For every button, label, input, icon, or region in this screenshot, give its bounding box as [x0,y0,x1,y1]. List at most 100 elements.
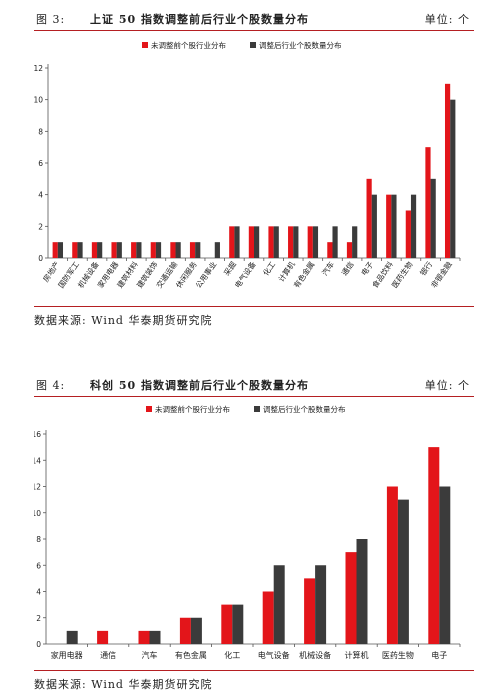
y-tick-label: 12 [34,64,43,73]
legend-label-before: 未调整前个股行业分布 [151,40,226,50]
bar-after [232,604,244,644]
bar-after [234,226,240,258]
y-tick-label: 4 [38,191,43,200]
figure-3-source: 数据来源: Wind 华泰期货研究院 [34,306,474,328]
figure-4-number: 图 4: [36,379,66,392]
bar-after [293,226,299,258]
bar-after [273,565,285,644]
bar-after [312,226,319,258]
y-tick-label: 16 [34,430,41,439]
bar-after [190,617,202,644]
bar-after [332,226,338,258]
bar-before [111,242,117,258]
x-tick-label: 采掘 [221,259,238,277]
figure-4-unit: 单位: 个 [424,379,470,392]
bar-after [391,194,397,258]
x-tick-label: 银行 [417,259,434,277]
bar-after [371,194,377,258]
bar-after [273,226,279,258]
x-tick-label: 化工 [224,650,240,660]
x-tick-label: 通信 [100,650,116,660]
x-tick-label: 化工 [260,259,277,277]
bar-before [91,242,98,258]
x-tick-label: 房地产 [40,259,61,283]
figure-3-number: 图 3: [36,13,66,26]
x-tick-label: 电气设备 [258,650,290,660]
x-tick-label: 计算机 [345,650,369,660]
y-tick-label: 14 [34,456,41,465]
bar-before [52,242,58,258]
bar-before [428,447,440,644]
bar-before [262,591,274,644]
bar-after [356,539,368,644]
bar-after [430,178,436,258]
x-tick-label: 机械设备 [299,650,331,660]
bar-before [229,226,235,258]
x-tick-label: 计算机 [276,259,297,284]
y-tick-label: 0 [38,254,43,263]
bar-before [327,242,333,258]
bar-after [149,630,161,644]
x-tick-label: 医药生物 [389,259,415,290]
figure-3-unit: 单位: 个 [424,13,470,26]
figure-3-title: 上证 50 指数调整前后行业个股数量分布 [90,13,309,26]
bar-before [179,617,191,644]
chart-2-svg: 未调整前个股行业分布 调整后行业个股数量分布 0 2 4 6 8 10 12 14 16 家用电器 通信… [34,404,461,660]
y-tick-label: 12 [34,483,41,492]
bar-before [386,486,398,644]
bar-before [138,630,150,644]
bar-before [221,604,233,644]
legend-label-after: 调整后行业个股数量分布 [259,40,342,50]
x-tick-label: 汽车 [319,259,336,277]
y-tick-label: 4 [36,588,41,597]
legend-label-before: 未调整前个股行业分布 [155,404,230,414]
bar-after [77,242,83,258]
bar-after [315,565,327,644]
x-tick-label: 汽车 [142,650,158,660]
bar-after [352,226,358,258]
figure-4-header: 图 4: 科创 50 指数调整前后行业个股数量分布 单位: 个 [34,374,474,397]
x-tick-label: 电子 [431,650,447,660]
bar-before [405,210,411,258]
bar-after [155,242,162,258]
bar-before [72,242,78,258]
legend-swatch-before [146,406,152,412]
legend-label-after: 调整后行业个股数量分布 [263,404,346,414]
chart-2-container: 未调整前个股行业分布 调整后行业个股数量分布 0 2 4 6 8 10 12 14 16 家用电器 通信… [34,398,474,670]
bar-before [189,242,196,258]
legend-swatch-after [254,406,260,412]
bar-before [170,242,176,258]
bar-before [346,242,353,258]
chart-1-container: 未调整前个股行业分布 调整后行业个股数量分布 0 2 4 6 8 10 12 房地产 国防军工 机械设… [34,34,474,304]
bar-after [136,242,142,258]
bar-before [386,194,392,258]
figure-4-source: 数据来源: Wind 华泰期货研究院 [34,670,474,692]
bar-before [444,83,451,258]
figure-4-title: 科创 50 指数调整前后行业个股数量分布 [90,379,309,392]
x-tick-label: 有色金属 [175,650,207,660]
y-tick-label: 8 [36,535,41,544]
bar-after [450,99,456,259]
bar-before [307,226,313,258]
y-tick-label: 0 [36,640,41,649]
bar-before [304,578,316,644]
x-tick-label: 公用事业 [193,259,219,290]
bar-after [97,242,103,258]
bar-before [288,226,294,258]
bar-before [345,552,357,644]
bar-after [175,242,181,258]
bar-before [366,178,372,258]
y-tick-label: 6 [38,159,43,168]
bar-before [97,630,109,644]
bar-after [410,194,417,258]
bar-before [268,226,274,258]
y-tick-label: 2 [38,222,43,231]
bar-after [66,630,78,644]
bar-after [439,486,451,644]
y-tick-label: 2 [36,614,41,623]
y-tick-label: 10 [34,509,41,518]
y-tick-label: 6 [36,561,41,570]
x-tick-label: 非银金融 [428,259,454,290]
x-tick-label: 家用电器 [51,650,83,660]
chart-1-svg: 未调整前个股行业分布 调整后行业个股数量分布024681012房地产国防军工机械设… [34,40,461,290]
